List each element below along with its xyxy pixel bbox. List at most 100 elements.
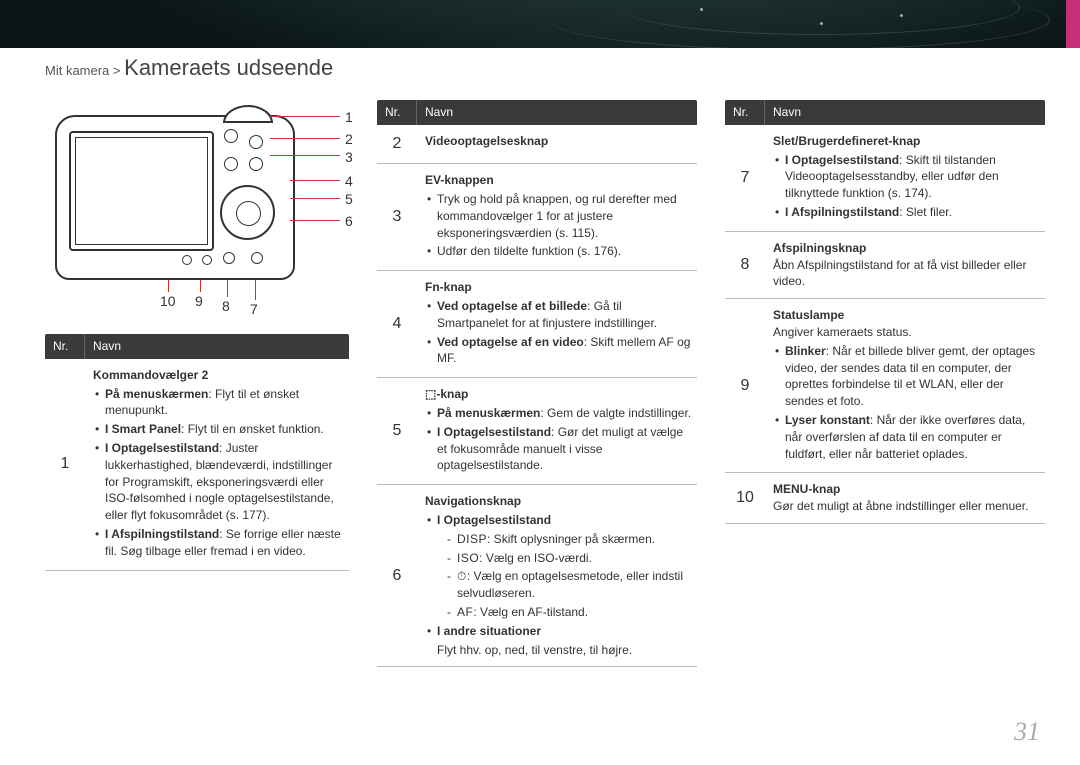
list-item: Ved optagelse af en video: Skift mellem … <box>425 334 693 368</box>
header-nr: Nr. <box>45 334 85 359</box>
breadcrumb: Mit kamera > Kameraets udseende <box>45 55 333 81</box>
table-row: 5 ⬚-knap På menuskærmen: Gem de valgte ind… <box>377 378 697 485</box>
list-item: I Optagelsestilstand: Gør det muligt at … <box>425 424 693 474</box>
list-item: I andre situationer <box>425 623 693 640</box>
row-number: 10 <box>725 479 765 517</box>
list-item: I Afspilningstilstand: Slet filer. <box>773 204 1041 221</box>
row-title: ⬚-knap <box>425 386 693 403</box>
list-item: Ved optagelse af et billede: Gå til Smar… <box>425 298 693 332</box>
list-item: I Optagelsestilstand: Skift til tilstand… <box>773 152 1041 202</box>
header-navn: Navn <box>765 100 1045 125</box>
bullet-list: Tryk og hold på knappen, og rul derefter… <box>425 191 693 260</box>
callout-7: 7 <box>250 300 258 320</box>
row-number: 3 <box>377 170 417 264</box>
table-row: 6 Navigationsknap I OptagelsestilstandDISP… <box>377 485 697 667</box>
header-nr: Nr. <box>725 100 765 125</box>
column-3: Nr. Navn 7 Slet/Brugerdefineret-knap I Opt… <box>725 100 1045 667</box>
table-header: Nr. Navn <box>45 334 349 359</box>
callout-8: 8 <box>222 297 230 317</box>
row-title: EV-knappen <box>425 172 693 189</box>
row-title: Videooptagelsesknap <box>425 133 693 150</box>
row-content: Fn-knap Ved optagelse af et billede: Gå t… <box>417 277 697 371</box>
header-navn: Navn <box>85 334 349 359</box>
callout-9: 9 <box>195 292 203 312</box>
callout-3: 3 <box>345 148 353 168</box>
row-content: Videooptagelsesknap <box>417 131 697 157</box>
list-item: På menuskærmen: Gem de valgte indstillin… <box>425 405 693 422</box>
row-title: Slet/Brugerdefineret-knap <box>773 133 1041 150</box>
camera-diagram: 1 2 3 4 5 6 7 8 9 10 <box>45 100 345 320</box>
table-row: 8AfspilningsknapÅbn Afspilningstilstand … <box>725 232 1045 299</box>
bullet-list: På menuskærmen: Flyt til et ønsket menup… <box>93 386 345 560</box>
table-row: 10 MENU-knapGør det muligt at åbne indsti… <box>725 473 1045 524</box>
row-title: Navigationsknap <box>425 493 693 510</box>
row-content: Kommandovælger 2 På menuskærmen: Flyt til… <box>85 365 349 564</box>
list-item: I Optagelsestilstand: Juster lukkerhasti… <box>93 440 345 524</box>
row-title: Fn-knap <box>425 279 693 296</box>
column-2: Nr. Navn 2Videooptagelsesknap3EV-knappen… <box>377 100 697 667</box>
sub-list-item: DISP: Skift oplysninger på skærmen. <box>445 531 693 548</box>
sub-list: DISP: Skift oplysninger på skærmen.ISO: … <box>445 531 693 621</box>
callout-10: 10 <box>160 292 176 312</box>
callout-4: 4 <box>345 172 353 192</box>
header-decoration <box>0 0 1080 48</box>
bullet-list: På menuskærmen: Gem de valgte indstillin… <box>425 405 693 474</box>
row-number: 6 <box>377 491 417 660</box>
row-content: AfspilningsknapÅbn Afspilningstilstand f… <box>765 238 1045 292</box>
col1-table: 1 Kommandovælger 2 På menuskærmen: Flyt ti… <box>45 359 349 571</box>
row-number: 7 <box>725 131 765 225</box>
col3-table: 7 Slet/Brugerdefineret-knap I Optagelsesti… <box>725 125 1045 524</box>
bullet-list: I Optagelsestilstand: Skift til tilstand… <box>773 152 1041 221</box>
table-row: 9 StatuslampeAngiver kameraets status. Bli… <box>725 299 1045 473</box>
row-number: 1 <box>45 365 85 564</box>
list-item: I Smart Panel: Flyt til en ønsket funkti… <box>93 421 345 438</box>
table-row: 1 Kommandovælger 2 På menuskærmen: Flyt ti… <box>45 359 349 571</box>
callout-1: 1 <box>345 108 353 128</box>
list-item: Udfør den tildelte funktion (s. 176). <box>425 243 693 260</box>
table-header: Nr. Navn <box>377 100 697 125</box>
bullet-list: I OptagelsestilstandDISP: Skift oplysnin… <box>425 512 693 658</box>
list-item: I OptagelsestilstandDISP: Skift oplysnin… <box>425 512 693 621</box>
row-text: Gør det muligt at åbne indstillinger ell… <box>773 498 1041 515</box>
row-text: Angiver kameraets status. <box>773 324 1041 341</box>
row-number: 8 <box>725 238 765 292</box>
table-row: 3 EV-knappen Tryk og hold på knappen, og r… <box>377 164 697 271</box>
bullet-list: Blinker: Når et billede bliver gemt, der… <box>773 343 1041 463</box>
row-content: EV-knappen Tryk og hold på knappen, og ru… <box>417 170 697 264</box>
bullet-list: Ved optagelse af et billede: Gå til Smar… <box>425 298 693 367</box>
table-header: Nr. Navn <box>725 100 1045 125</box>
callout-2: 2 <box>345 130 353 150</box>
list-item: Blinker: Når et billede bliver gemt, der… <box>773 343 1041 410</box>
content-columns: 1 2 3 4 5 6 7 8 9 10 Nr. Navn 1Kommandov… <box>45 100 1045 667</box>
breadcrumb-parent: Mit kamera <box>45 63 109 78</box>
row-title: MENU-knap <box>773 481 1041 498</box>
header-nr: Nr. <box>377 100 417 125</box>
row-number: 4 <box>377 277 417 371</box>
table-row: 4 Fn-knap Ved optagelse af et billede: Gå … <box>377 271 697 378</box>
row-content: ⬚-knap På menuskærmen: Gem de valgte inds… <box>417 384 697 478</box>
row-text: Flyt hhv. op, ned, til venstre, til højr… <box>437 642 693 659</box>
table-row: 7 Slet/Brugerdefineret-knap I Optagelsesti… <box>725 125 1045 232</box>
page-number: 31 <box>1014 717 1040 747</box>
sub-list-item: ⏱: Vælg en optagelsesmetode, eller indst… <box>445 568 693 602</box>
column-1: 1 2 3 4 5 6 7 8 9 10 Nr. Navn 1Kommandov… <box>45 100 349 667</box>
page-title: Kameraets udseende <box>124 55 333 80</box>
row-number: 2 <box>377 131 417 157</box>
row-number: 5 <box>377 384 417 478</box>
list-item: I Afspilningstilstand: Se forrige eller … <box>93 526 345 560</box>
list-item: Lyser konstant: Når der ikke overføres d… <box>773 412 1041 462</box>
row-title: Kommandovælger 2 <box>93 367 345 384</box>
row-text: Åbn Afspilningstilstand for at få vist b… <box>773 257 1041 291</box>
list-item: På menuskærmen: Flyt til et ønsket menup… <box>93 386 345 420</box>
breadcrumb-sep: > <box>113 63 121 78</box>
row-number: 9 <box>725 305 765 466</box>
row-title: Afspilningsknap <box>773 240 1041 257</box>
col2-table: 2 Videooptagelsesknap 3 EV-knappen Tryk og h… <box>377 125 697 668</box>
callout-5: 5 <box>345 190 353 210</box>
list-item: Tryk og hold på knappen, og rul derefter… <box>425 191 693 241</box>
row-content: StatuslampeAngiver kameraets status. Blin… <box>765 305 1045 466</box>
row-content: Navigationsknap I OptagelsestilstandDISP:… <box>417 491 697 660</box>
row-content: Slet/Brugerdefineret-knap I Optagelsestil… <box>765 131 1045 225</box>
callout-6: 6 <box>345 212 353 232</box>
row-title: Statuslampe <box>773 307 1041 324</box>
